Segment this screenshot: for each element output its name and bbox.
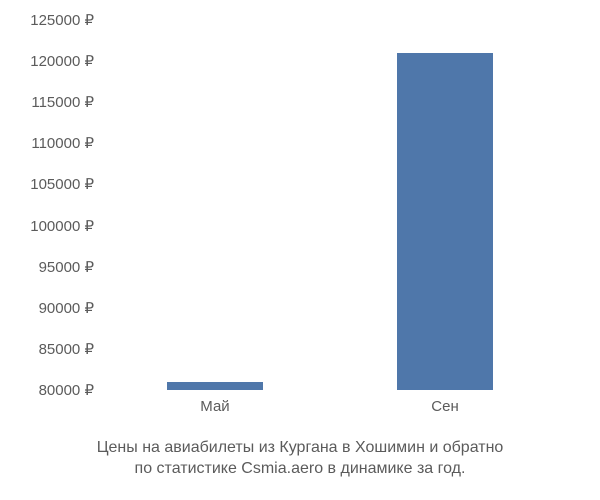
y-tick-label: 120000 ₽ [30, 52, 94, 70]
bar [167, 382, 264, 390]
y-axis: 80000 ₽85000 ₽90000 ₽95000 ₽100000 ₽1050… [0, 0, 100, 390]
y-tick-label: 115000 ₽ [31, 93, 94, 111]
x-tick-label: Май [200, 398, 229, 415]
y-tick-label: 85000 ₽ [39, 340, 94, 358]
y-tick-label: 125000 ₽ [30, 11, 94, 29]
y-tick-label: 100000 ₽ [30, 217, 94, 235]
y-tick-label: 90000 ₽ [39, 299, 94, 317]
bar [397, 53, 494, 390]
bars-container [100, 20, 560, 390]
chart-caption: Цены на авиабилеты из Кургана в Хошимин … [0, 438, 600, 480]
chart-plot-area [100, 20, 560, 390]
y-tick-label: 110000 ₽ [31, 134, 94, 152]
caption-line-2: по статистике Csmia.aero в динамике за г… [135, 460, 466, 477]
y-tick-label: 105000 ₽ [30, 175, 94, 193]
y-tick-label: 95000 ₽ [39, 258, 94, 276]
y-tick-label: 80000 ₽ [39, 381, 94, 399]
x-axis: Май Сен [100, 398, 560, 422]
caption-line-1: Цены на авиабилеты из Кургана в Хошимин … [97, 439, 504, 456]
x-tick-label: Сен [431, 398, 458, 415]
